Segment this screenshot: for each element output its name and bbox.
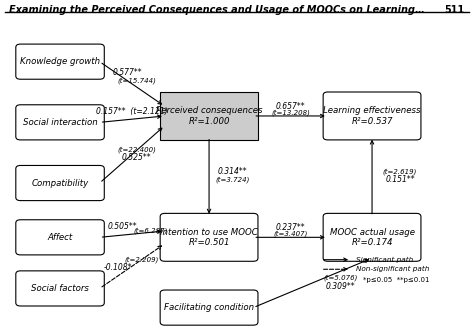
Text: Examining the Perceived Consequences and Usage of MOOCs on Learning…: Examining the Perceived Consequences and… [9,5,425,15]
Text: (t=15.744): (t=15.744) [118,78,156,84]
FancyBboxPatch shape [323,92,421,140]
Text: MOOC actual usage
R²=0.174: MOOC actual usage R²=0.174 [329,228,415,247]
Text: Affect: Affect [47,233,73,242]
Text: 0.157**  (t=2.121): 0.157** (t=2.121) [96,107,168,116]
FancyBboxPatch shape [16,105,104,140]
Text: (t=22.400): (t=22.400) [118,146,156,153]
FancyBboxPatch shape [323,214,421,261]
Text: Perceived consequences
R²=1.000: Perceived consequences R²=1.000 [156,106,262,126]
Text: -0.108*: -0.108* [104,263,133,272]
Text: 0.309**: 0.309** [326,282,356,291]
Text: 0.151**: 0.151** [385,175,415,184]
Text: Knowledge growth: Knowledge growth [20,57,100,66]
Text: Significant path: Significant path [356,257,413,263]
FancyBboxPatch shape [160,92,258,140]
Text: Social interaction: Social interaction [23,118,98,127]
Text: 0.505**: 0.505** [108,222,138,231]
Text: (t=5.076): (t=5.076) [323,275,358,281]
Text: Compatibility: Compatibility [31,179,89,188]
Text: 0.237**: 0.237** [276,223,305,232]
Text: Facilitating condition: Facilitating condition [164,303,254,312]
FancyBboxPatch shape [16,165,104,201]
Text: Social factors: Social factors [31,284,89,293]
FancyBboxPatch shape [16,44,104,79]
Text: Learning effectiveness
R²=0.537: Learning effectiveness R²=0.537 [323,106,421,126]
FancyBboxPatch shape [16,220,104,255]
Text: (t=13.208): (t=13.208) [271,110,310,116]
Text: (t=3.724): (t=3.724) [215,177,249,183]
Text: (t=6.287): (t=6.287) [134,228,168,234]
Text: 0.314**: 0.314** [218,167,247,176]
Text: 511: 511 [444,5,465,15]
Text: (t=2.209): (t=2.209) [124,256,159,263]
Text: Intention to use MOOC
R²=0.501: Intention to use MOOC R²=0.501 [160,228,258,247]
Text: 0.525**: 0.525** [122,153,152,162]
FancyBboxPatch shape [16,271,104,306]
Text: 0.657**: 0.657** [276,102,305,111]
Text: 0.577**: 0.577** [113,68,142,77]
FancyBboxPatch shape [160,214,258,261]
Text: (t=2.619): (t=2.619) [383,168,417,175]
Text: (t=3.407): (t=3.407) [273,231,308,238]
Text: Non-significant path: Non-significant path [356,266,429,272]
FancyBboxPatch shape [160,290,258,325]
Text: *p≤0.05  **p≤0.01: *p≤0.05 **p≤0.01 [363,277,429,284]
